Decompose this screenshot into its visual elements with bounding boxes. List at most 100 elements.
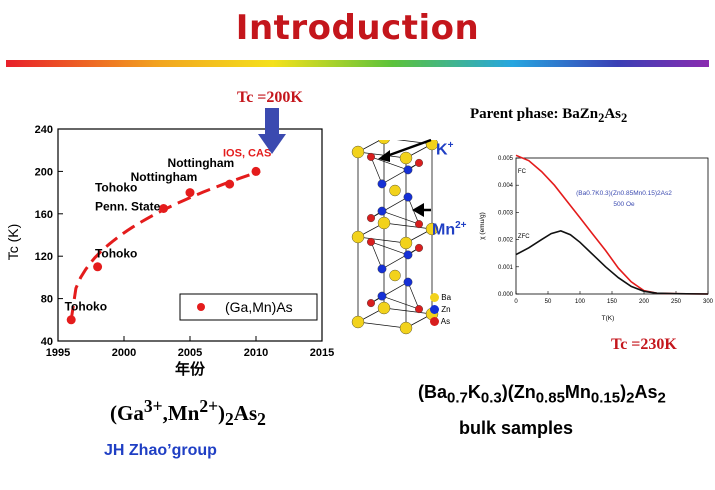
ba-atom: [377, 301, 391, 315]
legend-marker: [197, 303, 205, 311]
tc-data-point: [185, 188, 195, 198]
x-tick-label: 300: [703, 299, 714, 305]
zn-atom: [377, 264, 387, 274]
y-tick-label: 240: [35, 124, 53, 136]
as-atom: [414, 158, 423, 167]
tc-annotation: Penn. State: [95, 200, 161, 214]
ba-atom: [377, 216, 391, 230]
x-tick-label: 150: [607, 299, 618, 305]
legend-label: (Ga,Mn)As: [225, 299, 293, 315]
tc-data-point: [159, 204, 169, 213]
bond: [381, 295, 420, 310]
tc-230k-label: Tc =230K: [611, 336, 677, 353]
crystal-lattice: [351, 140, 439, 335]
as-atom-icon: [430, 317, 439, 327]
legend-ba: Ba: [430, 292, 451, 304]
bond: [370, 156, 383, 185]
bond: [370, 196, 409, 219]
y-tick-label: 80: [41, 294, 53, 306]
tc-data-point: [66, 315, 76, 325]
y-tick-label: 0.004: [498, 183, 514, 189]
tc-data-point: [225, 179, 235, 189]
k-plus-label: K+: [436, 140, 454, 159]
zfc-label: ZFC: [518, 234, 530, 240]
ba-atom: [351, 230, 365, 244]
zn-atom: [403, 192, 413, 202]
bulk-samples-label: bulk samples: [459, 418, 574, 438]
tc-annotation: Nottingham: [131, 170, 198, 184]
crystal-legend: Ba Zn As: [430, 292, 451, 328]
tc-data-points: [66, 166, 261, 325]
zn-atom: [377, 291, 387, 301]
fc-label: FC: [518, 169, 527, 175]
chi-field-label: 500 Oe: [613, 201, 635, 208]
y-tick-label: 40: [41, 336, 53, 348]
as-atom: [367, 152, 376, 161]
y-tick-label: 0.003: [498, 210, 514, 216]
ba-atom: [399, 151, 413, 165]
tc-chart-ticks: 1995 2000 2005 2010 2015 40 80 120 160 200 240: [35, 124, 335, 359]
as-atom: [414, 305, 423, 314]
formula-gamnas: (Ga3+,Mn2+)2As2: [110, 396, 266, 430]
ba-atom: [378, 140, 390, 145]
legend-zn: Zn: [430, 304, 451, 316]
ba-atom: [425, 140, 439, 151]
ba-atom-icon: [430, 293, 439, 303]
y-tick-label: 0.002: [498, 238, 514, 244]
tc-y-axis-label: Tc (K): [5, 224, 21, 261]
chi-y-axis-label: χ (emu/g): [479, 212, 486, 240]
parent-phase-label: Parent phase: BaZn2As2: [470, 106, 628, 125]
susceptibility-chart: 0 50 100 150 200 250 300 0.000 0.001 0.002 0.003 0.…: [479, 154, 714, 322]
ba-atom: [351, 315, 365, 329]
y-tick-label: 0.001: [498, 265, 514, 271]
tc-annotation: Tohoko: [65, 299, 107, 313]
tc-annotation: Nottingham: [168, 156, 235, 170]
lattice-edge: [383, 222, 433, 230]
rainbow-divider: [6, 60, 709, 67]
bond: [370, 241, 409, 256]
ba-atom: [399, 236, 413, 250]
zn-atom: [403, 277, 413, 287]
y-tick-label: 120: [35, 251, 53, 263]
tc-data-point: [93, 262, 103, 272]
tc-annotation: IOS, CAS: [223, 148, 271, 160]
x-tick-label: 1995: [46, 347, 70, 359]
tc-legend-box: (Ga,Mn)As: [179, 293, 318, 321]
bond: [381, 247, 420, 270]
ba-atom: [425, 222, 439, 236]
chi-chart-ticks: 0 50 100 150 200 250 300 0.000 0.001 0.002 0.003 0.…: [498, 156, 714, 305]
zn-atom: [377, 179, 387, 189]
ba-atom: [399, 321, 413, 335]
group-label: JH Zhao’group: [104, 442, 217, 459]
tc-annotation: Tohoko: [95, 246, 137, 260]
y-tick-label: 0.005: [498, 156, 514, 162]
x-tick-label: 100: [575, 299, 586, 305]
chi-annotation: (Ba0.7K0.3)(Zn0.85Mn0.15)2As2: [576, 190, 672, 197]
as-atom: [414, 220, 423, 229]
ba-atom: [389, 269, 401, 282]
x-tick-label: 2010: [244, 347, 268, 359]
tc-data-point: [251, 166, 261, 176]
down-arrow: [258, 108, 286, 154]
x-tick-label: 200: [639, 299, 650, 305]
ba-atom: [351, 145, 365, 159]
as-atom: [367, 237, 376, 246]
x-tick-label: 2005: [178, 347, 202, 359]
chi-plot-frame: [515, 157, 709, 295]
as-atom: [367, 299, 376, 308]
tc-annotation: Tohoko: [95, 181, 137, 195]
y-tick-label: 160: [35, 209, 53, 221]
as-atom: [367, 214, 376, 223]
bond: [381, 162, 420, 185]
ba-atom: [389, 184, 401, 197]
x-tick-label: 2015: [310, 347, 334, 359]
site-arrows: [378, 138, 432, 217]
zn-atom: [403, 250, 413, 260]
legend-as: As: [430, 316, 451, 328]
lattice-edge: [357, 236, 407, 244]
lattice-edge: [383, 307, 433, 315]
formula-bakznmnas: (Ba0.7K0.3)(Zn0.85Mn0.15)2As2: [418, 382, 666, 407]
y-tick-label: 0.000: [498, 292, 514, 298]
zn-atom: [377, 206, 387, 216]
